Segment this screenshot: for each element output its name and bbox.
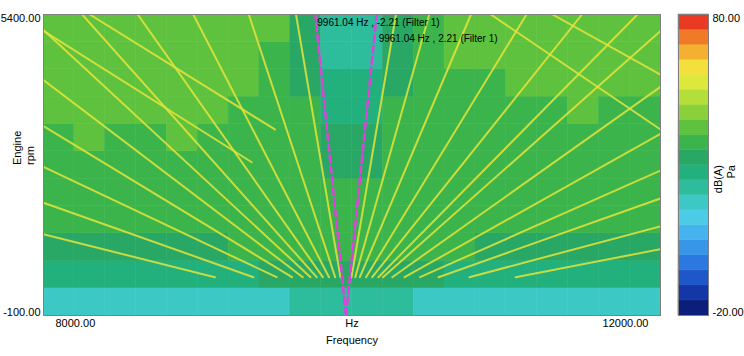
svg-text:8000.00: 8000.00 — [56, 317, 96, 329]
svg-text:5400.00: 5400.00 — [1, 12, 41, 24]
svg-text:9961.04 Hz , 2.21 (Filter 1): 9961.04 Hz , 2.21 (Filter 1) — [379, 33, 498, 44]
svg-text:Hz: Hz — [345, 317, 358, 329]
svg-text:12000.00: 12000.00 — [603, 317, 649, 329]
svg-text:-100.00: -100.00 — [3, 306, 40, 318]
svg-text:dB(A): dB(A) — [712, 165, 724, 193]
svg-text:Frequency: Frequency — [326, 334, 378, 346]
svg-text:rpm: rpm — [24, 146, 36, 165]
svg-text:Pa: Pa — [725, 164, 737, 178]
svg-text:-20.00: -20.00 — [713, 306, 744, 318]
svg-text:9961.04 Hz , -2.21 (Filter 1): 9961.04 Hz , -2.21 (Filter 1) — [317, 17, 439, 28]
svg-text:80.00: 80.00 — [713, 12, 741, 24]
svg-text:Engine: Engine — [11, 131, 23, 165]
